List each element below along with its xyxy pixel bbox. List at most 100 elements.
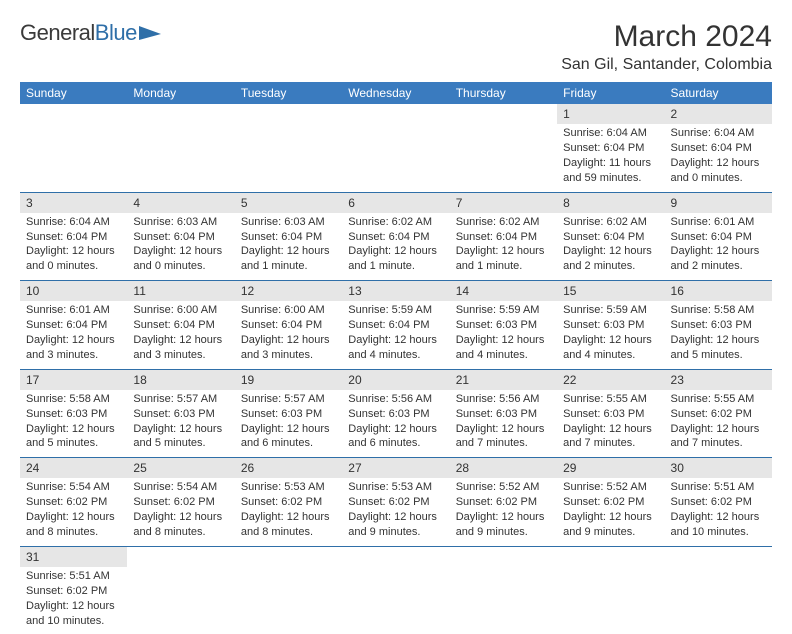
day-body: Sunrise: 6:04 AMSunset: 6:04 PMDaylight:… bbox=[557, 124, 664, 191]
daylight-text: Daylight: 12 hours and 4 minutes. bbox=[348, 333, 443, 363]
calendar-day-cell: 18Sunrise: 5:57 AMSunset: 6:03 PMDayligh… bbox=[127, 369, 234, 458]
daylight-text: Daylight: 12 hours and 10 minutes. bbox=[671, 510, 766, 540]
sunset-text: Sunset: 6:02 PM bbox=[241, 495, 336, 510]
daylight-text: Daylight: 12 hours and 7 minutes. bbox=[456, 422, 551, 452]
calendar-day-cell: 21Sunrise: 5:56 AMSunset: 6:03 PMDayligh… bbox=[450, 369, 557, 458]
day-number: 2 bbox=[665, 104, 772, 124]
calendar-day-cell: 20Sunrise: 5:56 AMSunset: 6:03 PMDayligh… bbox=[342, 369, 449, 458]
day-number: 16 bbox=[665, 281, 772, 301]
day-number: 5 bbox=[235, 193, 342, 213]
day-number: 17 bbox=[20, 370, 127, 390]
sunset-text: Sunset: 6:04 PM bbox=[26, 230, 121, 245]
sunrise-text: Sunrise: 5:54 AM bbox=[26, 480, 121, 495]
sunset-text: Sunset: 6:03 PM bbox=[456, 407, 551, 422]
sunset-text: Sunset: 6:04 PM bbox=[133, 318, 228, 333]
sunrise-text: Sunrise: 5:56 AM bbox=[456, 392, 551, 407]
calendar-day-cell: 13Sunrise: 5:59 AMSunset: 6:04 PMDayligh… bbox=[342, 281, 449, 370]
sunrise-text: Sunrise: 6:04 AM bbox=[563, 126, 658, 141]
sunrise-text: Sunrise: 6:02 AM bbox=[456, 215, 551, 230]
calendar-day-cell: 2Sunrise: 6:04 AMSunset: 6:04 PMDaylight… bbox=[665, 104, 772, 192]
day-number: 26 bbox=[235, 458, 342, 478]
daylight-text: Daylight: 12 hours and 9 minutes. bbox=[456, 510, 551, 540]
day-body: Sunrise: 6:01 AMSunset: 6:04 PMDaylight:… bbox=[665, 213, 772, 280]
day-number: 27 bbox=[342, 458, 449, 478]
calendar-day-cell: 5Sunrise: 6:03 AMSunset: 6:04 PMDaylight… bbox=[235, 192, 342, 281]
day-body: Sunrise: 6:01 AMSunset: 6:04 PMDaylight:… bbox=[20, 301, 127, 368]
sunset-text: Sunset: 6:03 PM bbox=[348, 407, 443, 422]
calendar-day-cell bbox=[235, 546, 342, 634]
sunset-text: Sunset: 6:03 PM bbox=[133, 407, 228, 422]
day-body: Sunrise: 5:56 AMSunset: 6:03 PMDaylight:… bbox=[450, 390, 557, 457]
day-body: Sunrise: 6:02 AMSunset: 6:04 PMDaylight:… bbox=[342, 213, 449, 280]
day-body: Sunrise: 5:59 AMSunset: 6:04 PMDaylight:… bbox=[342, 301, 449, 368]
logo-text-2: Blue bbox=[95, 20, 137, 45]
calendar-day-cell: 15Sunrise: 5:59 AMSunset: 6:03 PMDayligh… bbox=[557, 281, 664, 370]
sunset-text: Sunset: 6:02 PM bbox=[348, 495, 443, 510]
day-body: Sunrise: 5:52 AMSunset: 6:02 PMDaylight:… bbox=[557, 478, 664, 545]
calendar-day-cell bbox=[557, 546, 664, 634]
day-body: Sunrise: 5:54 AMSunset: 6:02 PMDaylight:… bbox=[127, 478, 234, 545]
daylight-text: Daylight: 12 hours and 4 minutes. bbox=[563, 333, 658, 363]
sunrise-text: Sunrise: 5:57 AM bbox=[241, 392, 336, 407]
weekday-header: Wednesday bbox=[342, 82, 449, 104]
sunrise-text: Sunrise: 5:53 AM bbox=[348, 480, 443, 495]
sunset-text: Sunset: 6:04 PM bbox=[456, 230, 551, 245]
day-number: 13 bbox=[342, 281, 449, 301]
calendar-day-cell: 31Sunrise: 5:51 AMSunset: 6:02 PMDayligh… bbox=[20, 546, 127, 634]
day-number: 12 bbox=[235, 281, 342, 301]
sunset-text: Sunset: 6:04 PM bbox=[241, 230, 336, 245]
sunset-text: Sunset: 6:02 PM bbox=[26, 495, 121, 510]
sunset-text: Sunset: 6:03 PM bbox=[563, 407, 658, 422]
calendar-day-cell bbox=[450, 546, 557, 634]
day-number: 1 bbox=[557, 104, 664, 124]
sunset-text: Sunset: 6:03 PM bbox=[26, 407, 121, 422]
daylight-text: Daylight: 12 hours and 7 minutes. bbox=[563, 422, 658, 452]
day-body: Sunrise: 5:51 AMSunset: 6:02 PMDaylight:… bbox=[665, 478, 772, 545]
day-number: 24 bbox=[20, 458, 127, 478]
sunrise-text: Sunrise: 5:58 AM bbox=[671, 303, 766, 318]
calendar-day-cell bbox=[127, 546, 234, 634]
calendar-day-cell: 26Sunrise: 5:53 AMSunset: 6:02 PMDayligh… bbox=[235, 458, 342, 547]
day-body: Sunrise: 6:02 AMSunset: 6:04 PMDaylight:… bbox=[557, 213, 664, 280]
sunset-text: Sunset: 6:03 PM bbox=[671, 318, 766, 333]
sunrise-text: Sunrise: 6:03 AM bbox=[133, 215, 228, 230]
day-number: 30 bbox=[665, 458, 772, 478]
sunrise-text: Sunrise: 6:01 AM bbox=[671, 215, 766, 230]
calendar-day-cell: 4Sunrise: 6:03 AMSunset: 6:04 PMDaylight… bbox=[127, 192, 234, 281]
calendar-day-cell: 3Sunrise: 6:04 AMSunset: 6:04 PMDaylight… bbox=[20, 192, 127, 281]
sunrise-text: Sunrise: 5:51 AM bbox=[671, 480, 766, 495]
sunset-text: Sunset: 6:04 PM bbox=[563, 141, 658, 156]
sunrise-text: Sunrise: 6:00 AM bbox=[241, 303, 336, 318]
sunset-text: Sunset: 6:04 PM bbox=[241, 318, 336, 333]
page-subtitle: San Gil, Santander, Colombia bbox=[561, 56, 772, 74]
calendar-day-cell: 12Sunrise: 6:00 AMSunset: 6:04 PMDayligh… bbox=[235, 281, 342, 370]
weekday-header: Tuesday bbox=[235, 82, 342, 104]
logo-text: GeneralBlue bbox=[20, 20, 137, 46]
sunset-text: Sunset: 6:02 PM bbox=[456, 495, 551, 510]
day-body: Sunrise: 5:55 AMSunset: 6:03 PMDaylight:… bbox=[557, 390, 664, 457]
daylight-text: Daylight: 12 hours and 4 minutes. bbox=[456, 333, 551, 363]
day-body: Sunrise: 6:00 AMSunset: 6:04 PMDaylight:… bbox=[235, 301, 342, 368]
day-number: 29 bbox=[557, 458, 664, 478]
day-body: Sunrise: 5:51 AMSunset: 6:02 PMDaylight:… bbox=[20, 567, 127, 634]
day-body: Sunrise: 5:52 AMSunset: 6:02 PMDaylight:… bbox=[450, 478, 557, 545]
day-body: Sunrise: 5:57 AMSunset: 6:03 PMDaylight:… bbox=[235, 390, 342, 457]
logo: GeneralBlue bbox=[20, 20, 165, 46]
sunrise-text: Sunrise: 5:59 AM bbox=[348, 303, 443, 318]
daylight-text: Daylight: 12 hours and 0 minutes. bbox=[26, 244, 121, 274]
day-number: 18 bbox=[127, 370, 234, 390]
day-number: 8 bbox=[557, 193, 664, 213]
calendar-day-cell: 30Sunrise: 5:51 AMSunset: 6:02 PMDayligh… bbox=[665, 458, 772, 547]
calendar-day-cell: 8Sunrise: 6:02 AMSunset: 6:04 PMDaylight… bbox=[557, 192, 664, 281]
day-body: Sunrise: 6:02 AMSunset: 6:04 PMDaylight:… bbox=[450, 213, 557, 280]
calendar-day-cell bbox=[665, 546, 772, 634]
calendar-day-cell: 11Sunrise: 6:00 AMSunset: 6:04 PMDayligh… bbox=[127, 281, 234, 370]
daylight-text: Daylight: 12 hours and 0 minutes. bbox=[671, 156, 766, 186]
sunset-text: Sunset: 6:04 PM bbox=[348, 318, 443, 333]
sunrise-text: Sunrise: 5:58 AM bbox=[26, 392, 121, 407]
day-body: Sunrise: 5:53 AMSunset: 6:02 PMDaylight:… bbox=[235, 478, 342, 545]
sunset-text: Sunset: 6:04 PM bbox=[26, 318, 121, 333]
sunset-text: Sunset: 6:04 PM bbox=[563, 230, 658, 245]
calendar-day-cell: 25Sunrise: 5:54 AMSunset: 6:02 PMDayligh… bbox=[127, 458, 234, 547]
sunset-text: Sunset: 6:02 PM bbox=[671, 407, 766, 422]
